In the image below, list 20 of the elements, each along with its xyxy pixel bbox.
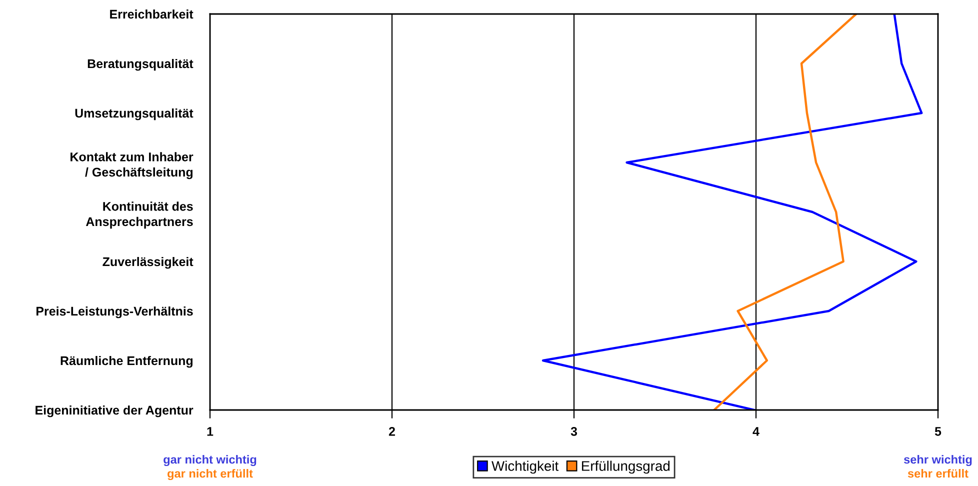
y-tick-label: Kontakt zum Inhaber / Geschäftsleitung [70, 152, 194, 180]
text: gar nicht wichtig [164, 455, 256, 466]
y-tick-label: Räumliche Entfernung [60, 356, 193, 368]
y-tick-label: Eigeninitiative der Agentur [36, 405, 194, 418]
x-tick-label: 4 [752, 427, 760, 436]
text: sehr wichtig [904, 455, 972, 466]
legend-label: Wichtigkeit [492, 460, 559, 474]
legend-label: Erfüllungsgrad [582, 460, 670, 474]
x-tick-label: 2 [388, 426, 395, 436]
text: gar nicht erfüllt [168, 469, 253, 480]
x-tick-label: 3 [570, 426, 578, 436]
y-tick-label: Umsetzungsqualität [75, 108, 194, 120]
y-tick-label: Zuverlässigkeit [102, 256, 194, 269]
y-tick-label: Preis-Leistungs-Verhältnis [36, 306, 193, 318]
y-tick-label: Erreichbarkeit [110, 9, 194, 19]
x-tick-label: 1 [207, 427, 214, 436]
y-tick-label: Beratungsqualität [88, 58, 194, 71]
text: sehr erfüllt [908, 469, 968, 478]
y-tick-label: Kontinuität des Ansprechpartners [86, 202, 193, 229]
x-tick-label: 5 [934, 427, 942, 436]
